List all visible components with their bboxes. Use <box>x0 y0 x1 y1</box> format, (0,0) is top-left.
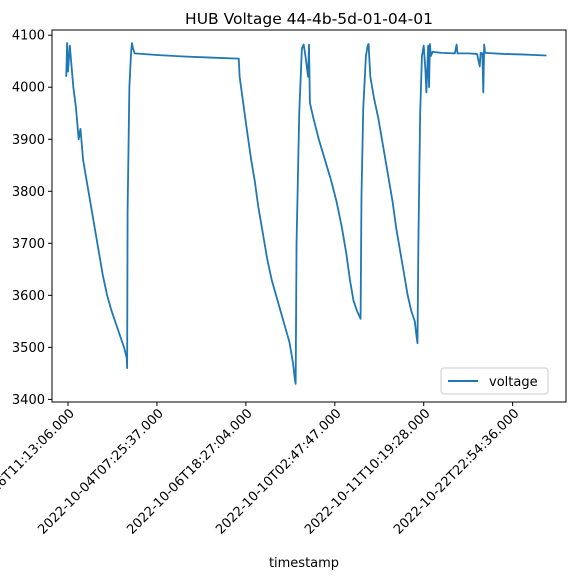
series-layer <box>65 42 547 385</box>
legend-box <box>440 367 549 395</box>
series-line-voltage <box>65 42 547 385</box>
legend-label-voltage: voltage <box>489 375 538 390</box>
x-axis-label: timestamp <box>269 556 339 571</box>
y-tick-label: 3700 <box>12 237 45 252</box>
plot-area <box>51 29 567 403</box>
y-tick-label: 4000 <box>12 81 45 96</box>
y-tick-label: 3800 <box>12 185 45 200</box>
y-tick-label: 4100 <box>12 29 45 44</box>
y-tick-label: 3600 <box>12 289 45 304</box>
plot-frame <box>51 29 567 403</box>
legend: voltage <box>440 367 549 395</box>
y-tick-label: 3500 <box>12 341 45 356</box>
y-tick-label: 3900 <box>12 133 45 148</box>
y-tick-label: 3400 <box>12 393 45 408</box>
chart-title: HUB Voltage 44-4b-5d-01-04-01 <box>185 10 433 28</box>
y-axis: 3400 3500 3600 3700 3800 3900 4000 4100 <box>12 29 52 408</box>
